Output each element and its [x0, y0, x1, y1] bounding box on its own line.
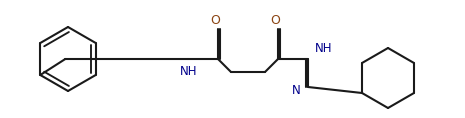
Text: N: N — [292, 84, 301, 97]
Text: NH: NH — [315, 42, 332, 55]
Text: O: O — [210, 13, 220, 27]
Text: O: O — [270, 13, 280, 27]
Text: NH: NH — [180, 65, 198, 78]
